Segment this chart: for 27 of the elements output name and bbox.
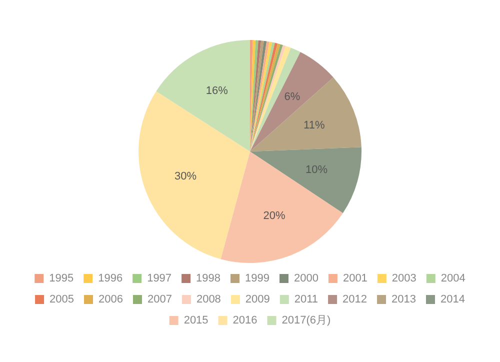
legend-label: 2014	[440, 294, 465, 306]
legend-label: 2009	[245, 294, 270, 306]
legend-label: 2007	[147, 294, 172, 306]
legend-label: 2017(6月)	[282, 314, 331, 327]
data-label: 30%	[174, 170, 197, 182]
legend-label: 1998	[196, 272, 221, 285]
data-label: 20%	[263, 210, 286, 222]
legend-label: 2005	[50, 294, 74, 306]
legend-label: 2000	[294, 272, 318, 285]
legend-label: 1997	[147, 272, 172, 285]
data-label: 6%	[284, 90, 300, 103]
legend-label: 1996	[98, 272, 123, 285]
legend-label: 2001	[342, 272, 368, 285]
legend-label: 1995	[49, 272, 74, 285]
data-label: 16%	[206, 84, 228, 97]
data-label: 11%	[304, 120, 325, 132]
legend-label: 2006	[98, 294, 123, 306]
legend-label: 2012	[342, 294, 368, 306]
legend-label: 2003	[392, 272, 416, 285]
legend-label: 2016	[232, 314, 258, 327]
legend-label: 2011	[294, 294, 318, 306]
legend-label: 2004	[440, 272, 466, 285]
legend-label: 2013	[392, 294, 416, 306]
data-label: 10%	[306, 164, 328, 176]
legend-label: 2015	[184, 314, 208, 327]
legend-label: 1999	[245, 272, 270, 285]
legend-label: 2008	[196, 294, 221, 306]
